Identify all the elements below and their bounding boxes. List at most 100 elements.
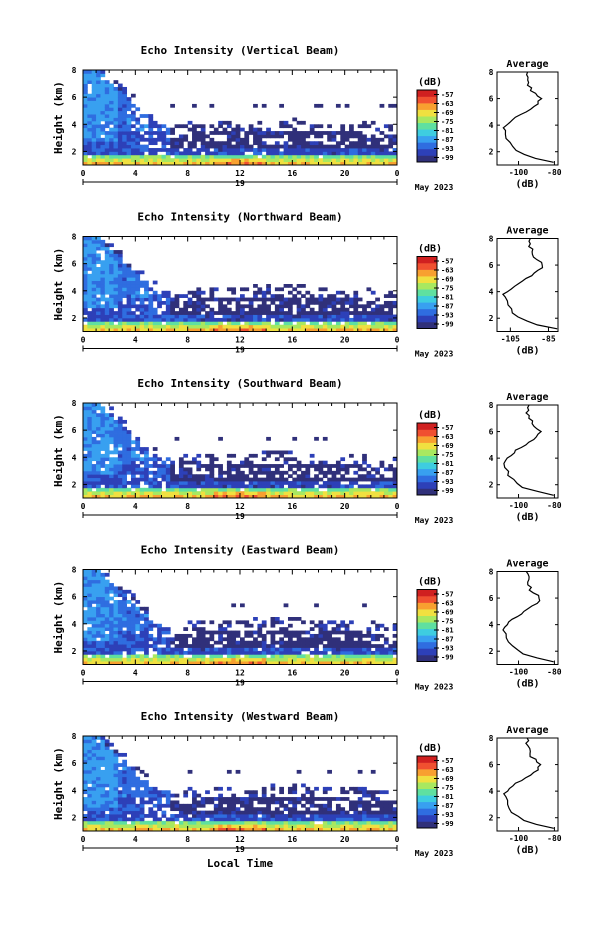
heatmap-cell: [117, 627, 123, 631]
heatmap-cell: [248, 817, 254, 822]
heatmap-cell: [213, 494, 219, 499]
heatmap-cell: [322, 661, 328, 665]
heatmap-cell: [322, 297, 328, 302]
heatmap-cell: [183, 137, 189, 142]
heatmap-cell: [226, 481, 232, 485]
heatmap-cell: [353, 470, 359, 475]
heatmap-cell: [161, 460, 167, 465]
heatmap-cell: [266, 827, 271, 832]
heatmap-cell: [283, 328, 289, 332]
heatmap-cell: [266, 661, 271, 665]
heatmap-cell: [117, 650, 123, 655]
heatmap-cell: [100, 759, 106, 764]
heatmap-cell: [148, 810, 154, 815]
heatmap-cell: [91, 80, 97, 84]
heatmap-cell: [139, 827, 145, 832]
heatmap-cell: [126, 440, 132, 445]
heatmap-cell: [100, 756, 106, 761]
heatmap-cell: [91, 467, 97, 472]
heatmap-cell: [257, 797, 263, 801]
heatmap-cell: [309, 127, 315, 132]
heatmap-cell: [301, 328, 306, 332]
heatmap-cell: [104, 103, 110, 108]
heatmap-cell: [331, 627, 337, 631]
heatmap-cell: [83, 752, 88, 757]
heatmap-cell: [126, 633, 132, 638]
heatmap-cell: [296, 824, 302, 828]
heatmap-cell: [287, 481, 293, 485]
heatmap-cell: [96, 817, 101, 822]
heatmap-cell: [205, 637, 210, 642]
heatmap-cell: [292, 161, 298, 166]
heatmap-cell: [383, 304, 389, 309]
heatmap-cell: [370, 158, 376, 162]
heatmap-cell: [318, 294, 324, 298]
heatmap-cell: [200, 144, 206, 149]
heatmap-cell: [96, 617, 101, 621]
heatmap-cell: [135, 494, 141, 499]
heatmap-cell: [83, 76, 88, 81]
heatmap-cell: [283, 817, 289, 822]
heatmap-cell: [165, 790, 171, 795]
heatmap-cell: [213, 630, 219, 635]
heatmap-cell: [231, 650, 237, 655]
heatmap-cell: [161, 124, 167, 129]
heatmap-cell: [279, 328, 285, 332]
heatmap-cell: [287, 491, 293, 495]
heatmap-cell: [117, 124, 123, 129]
panel-title: Echo Intensity (Northward Beam): [137, 211, 342, 224]
heatmap-cell: [183, 470, 189, 475]
heatmap-cell: [148, 627, 154, 631]
heatmap-cell: [196, 481, 202, 485]
heatmap-cell: [109, 280, 114, 285]
heatmap-cell: [257, 158, 263, 162]
heatmap-cell: [170, 661, 175, 665]
heatmap-cell: [183, 640, 189, 645]
heatmap-cell: [148, 623, 154, 628]
heatmap-cell: [100, 814, 106, 818]
heatmap-cell: [87, 759, 93, 764]
heatmap-cell: [261, 134, 267, 139]
heatmap-cell: [126, 131, 132, 135]
heatmap-cell: [218, 623, 223, 628]
heatmap-cell: [240, 824, 245, 828]
heatmap-cell: [117, 474, 123, 479]
heatmap-cell: [305, 141, 311, 146]
heatmap-cell: [388, 477, 394, 482]
heatmap-cell: [192, 640, 197, 645]
heatmap-cell: [261, 647, 267, 652]
heatmap-cell: [287, 790, 293, 795]
heatmap-cell: [366, 287, 372, 292]
heatmap-cell: [135, 127, 141, 132]
heatmap-cell: [87, 824, 93, 828]
heatmap-cell: [109, 481, 114, 485]
heatmap-cell: [344, 311, 350, 315]
heatmap-cell: [113, 637, 119, 642]
heatmap-cell: [244, 321, 250, 326]
heatmap-cell: [196, 810, 202, 815]
heatmap-cell: [270, 494, 276, 499]
heatmap-cell: [109, 780, 114, 784]
profile-y-tick-label: 2: [489, 148, 494, 157]
heatmap-cell: [257, 650, 263, 655]
heatmap-cell: [248, 484, 254, 489]
heatmap-cell: [113, 640, 119, 645]
colorbar-tick-label: -63: [441, 433, 454, 441]
heatmap-cell: [370, 321, 376, 326]
heatmap-cell: [344, 627, 350, 631]
heatmap-cell: [370, 477, 376, 482]
heatmap-cell: [362, 314, 367, 319]
heatmap-cell: [218, 827, 223, 832]
heatmap-cell: [392, 633, 398, 638]
heatmap-cell: [388, 481, 394, 485]
heatmap-cell: [292, 797, 298, 801]
colorbar-tick-label: -99: [441, 487, 454, 495]
heatmap-cell: [96, 606, 101, 611]
heatmap-cell: [122, 148, 128, 152]
heatmap-cell: [109, 154, 114, 159]
heatmap-cell: [178, 640, 184, 645]
heatmap-cell: [83, 637, 88, 642]
heatmap-cell: [218, 307, 223, 312]
heatmap-cell: [139, 270, 145, 275]
heatmap-cell: [248, 304, 254, 309]
